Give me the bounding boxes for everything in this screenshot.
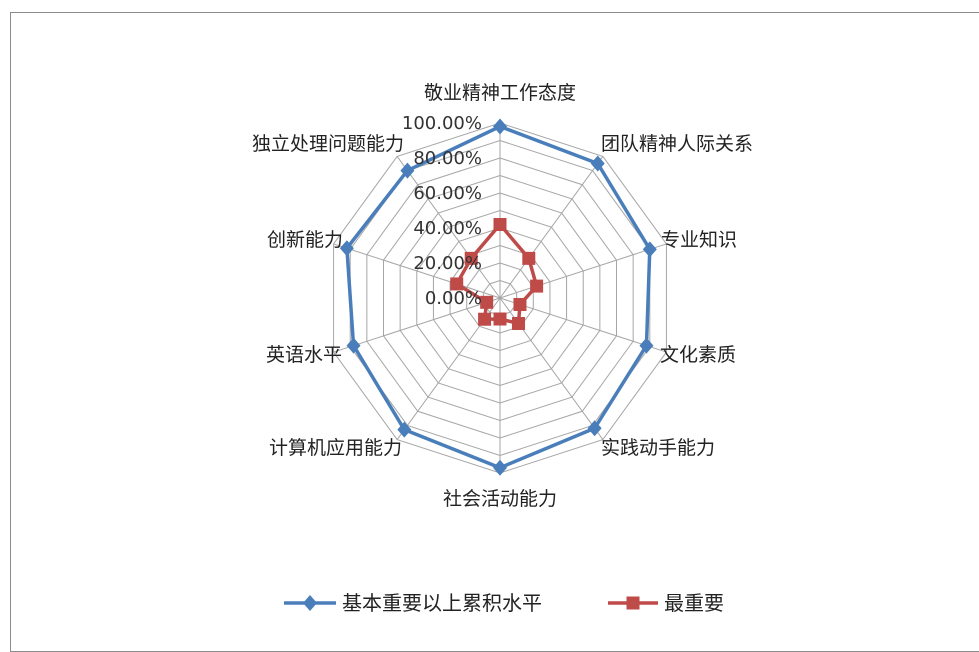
data-point-diamond [587,420,602,437]
data-point-diamond [397,421,412,438]
tick-label: 40.00% [413,218,482,239]
legend-label-0: 基本重要以上累积水平 [342,591,542,615]
data-point-square [493,312,507,326]
data-point-diamond [400,162,415,179]
category-label: 独立处理问题能力 [252,133,404,155]
radar-series [339,118,657,476]
category-label: 专业知识 [661,229,737,251]
grid-spoke [396,156,501,299]
tick-label: 80.00% [413,148,482,169]
data-point-diamond [346,337,361,354]
data-point-square [450,277,464,291]
category-label: 敬业精神工作态度 [424,82,576,104]
category-label: 英语水平 [266,344,342,366]
legend-marker-diamond [303,595,317,611]
radar-grid [333,122,667,474]
tick-label: 60.00% [413,183,482,204]
data-point-square [478,312,492,326]
grid-spoke [333,243,501,299]
data-point-diamond [642,241,657,258]
data-point-square [522,251,536,265]
legend-label-1: 最重要 [664,591,724,615]
tick-label: 100.00% [402,113,482,134]
data-point-square [464,251,478,265]
grid-spoke [499,243,667,299]
category-label: 文化素质 [660,344,736,366]
radar-chart: 0.00% 20.00% 40.00% 60.00% 80.00% 100.00% 敬业精… [252,82,753,615]
category-label: 团队精神人际关系 [601,133,753,155]
grid-spoke [333,297,501,353]
data-point-diamond [639,337,654,354]
data-point-diamond [590,155,605,172]
data-point-square [513,297,527,311]
category-label: 实践动手能力 [601,437,715,459]
data-point-square [512,316,526,330]
category-label: 计算机应用能力 [269,437,402,459]
radial-tick-labels: 0.00% 20.00% 40.00% 60.00% 80.00% 100.00% [402,113,482,309]
grid-spoke [499,297,667,353]
chart-frame [10,12,979,652]
category-label: 社会活动能力 [443,488,557,510]
data-point-square [530,279,544,293]
tick-label: 0.00% [425,288,482,309]
legend-marker-square [626,596,640,610]
category-label: 创新能力 [267,229,343,251]
data-point-diamond [339,240,354,257]
data-point-square [493,218,507,231]
grid-spoke [499,156,604,299]
tick-label: 20.00% [413,253,482,274]
legend: 基本重要以上累积水平 最重要 [284,591,724,615]
data-point-diamond [493,118,507,135]
data-point-square [480,295,494,309]
data-point-diamond [493,459,507,476]
